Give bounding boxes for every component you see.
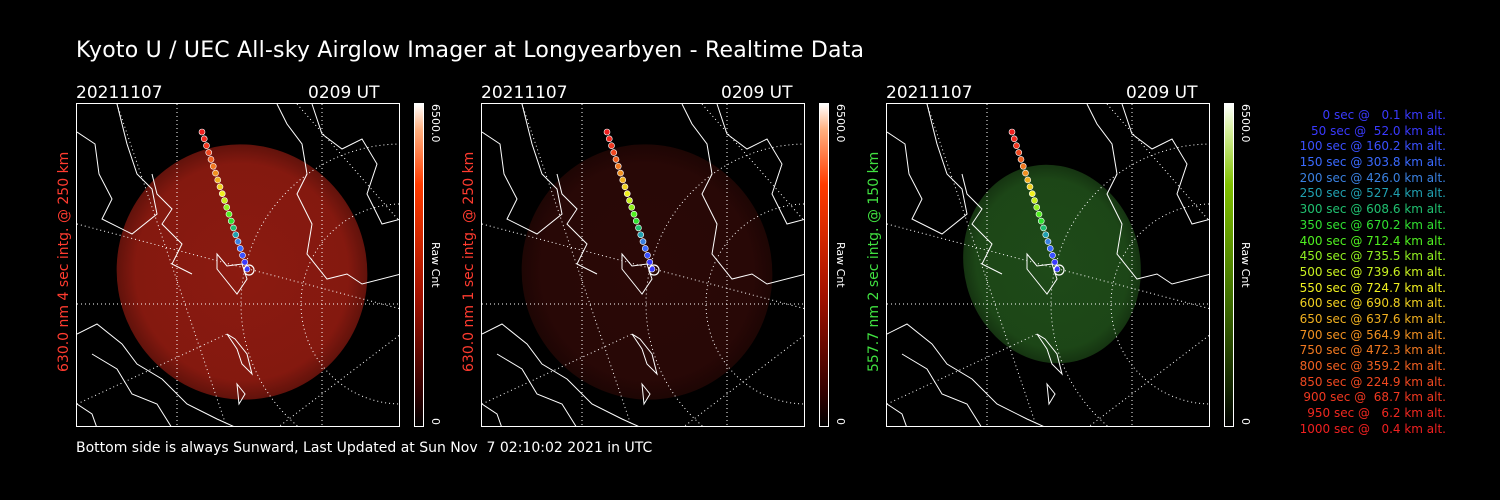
panel-1-date: 20211107 [76, 83, 163, 103]
legend-row: 0 sec @ 0.1 km alt. [1322, 108, 1447, 122]
panel-3-scale-unit: Raw Cnt [1239, 242, 1252, 288]
legend-row: 750 sec @ 472.3 km alt. [1299, 343, 1446, 358]
page-title: Kyoto U / UEC All-sky Airglow Imager at … [76, 38, 865, 63]
panel-1-image [76, 103, 400, 427]
panel-1-time: 0209 UT [308, 83, 380, 103]
panel-3-scale-max: 6500.0 [1239, 104, 1252, 143]
legend-row: 100 sec @ 160.2 km alt. [1299, 139, 1446, 154]
panel-3-scale-min: 0 [1239, 418, 1252, 425]
legend-row: 950 sec @ 6.2 km alt. [1307, 406, 1446, 421]
panel-2-date: 20211107 [481, 83, 568, 103]
footer-status: Bottom side is always Sunward, Last Upda… [76, 440, 653, 456]
panel-1-side-label: 630.0 nm 4 sec intg. @ 250 km [56, 151, 72, 372]
panel-2-time: 0209 UT [721, 83, 793, 103]
legend-row: 650 sec @ 637.6 km alt. [1299, 311, 1446, 326]
airglow-map [887, 104, 1209, 426]
legend-row: 500 sec @ 739.6 km alt. [1299, 264, 1446, 279]
panel-2-side-label: 630.0 nm 1 sec intg. @ 250 km [461, 151, 477, 372]
legend-row: 900 sec @ 68.7 km alt. [1303, 390, 1446, 405]
panel-1-colorbar [414, 103, 424, 427]
panel-2-scale-max: 6500.0 [834, 104, 847, 143]
legend-row: 700 sec @ 564.9 km alt. [1299, 327, 1446, 342]
panel-3-date: 20211107 [886, 83, 973, 103]
legend-row: 1000 sec @ 0.4 km alt. [1299, 421, 1446, 436]
panel-3-side-label: 557.7 nm 2 sec intg. @ 150 km [866, 151, 882, 372]
legend-row: 550 sec @ 724.7 km alt. [1299, 280, 1446, 295]
legend-row: 300 sec @ 608.6 km alt. [1299, 202, 1446, 217]
legend-row: 800 sec @ 359.2 km alt. [1299, 359, 1446, 373]
legend-row: 200 sec @ 426.0 km alt. [1299, 170, 1446, 185]
legend-row: 50 sec @ 52.0 km alt. [1311, 123, 1446, 138]
panel-2-image [481, 103, 805, 427]
airglow-map [77, 104, 399, 426]
legend-row: 450 sec @ 735.5 km alt. [1299, 249, 1446, 264]
legend-row: 250 sec @ 527.4 km alt. [1299, 186, 1446, 201]
panel-2-colorbar [819, 103, 829, 427]
panel-1-scale-unit: Raw Cnt [429, 242, 442, 288]
legend-row: 400 sec @ 712.4 km alt. [1299, 233, 1446, 248]
panel-3-time: 0209 UT [1126, 83, 1198, 103]
panel-1-scale-min: 0 [429, 418, 442, 425]
panel-3-colorbar [1224, 103, 1234, 427]
panel-1-scale-max: 6500.0 [429, 104, 442, 143]
panel-2-scale-min: 0 [834, 418, 847, 425]
trajectory-legend: 0 sec @ 0.1 km alt. 50 sec @ 52.0 km alt.… [1266, 108, 1446, 437]
legend-row: 350 sec @ 670.2 km alt. [1299, 217, 1446, 232]
legend-row: 600 sec @ 690.8 km alt. [1299, 296, 1446, 311]
legend-row: 150 sec @ 303.8 km alt. [1299, 155, 1446, 170]
legend-row: 850 sec @ 224.9 km alt. [1299, 374, 1446, 389]
panel-2-scale-unit: Raw Cnt [834, 242, 847, 288]
panel-3-image [886, 103, 1210, 427]
airglow-map [482, 104, 804, 426]
